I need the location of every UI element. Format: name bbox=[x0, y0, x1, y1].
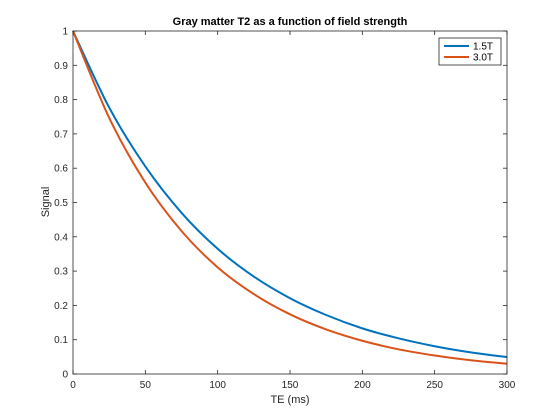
x-tick-label: 150 bbox=[282, 380, 299, 391]
y-tick-label: 1 bbox=[62, 27, 68, 38]
y-tick-label: 0.7 bbox=[54, 129, 68, 140]
plot-area bbox=[73, 31, 507, 374]
chart-title: Gray matter T2 as a function of field st… bbox=[173, 16, 408, 28]
x-tick-label: 200 bbox=[354, 380, 371, 391]
y-tick-label: 0.5 bbox=[54, 198, 68, 209]
y-tick-label: 0.9 bbox=[54, 61, 68, 72]
x-tick-label: 100 bbox=[209, 380, 226, 391]
y-tick-label: 0 bbox=[62, 370, 68, 381]
y-tick-label: 0.8 bbox=[54, 95, 68, 106]
legend-label: 3.0T bbox=[473, 53, 493, 64]
y-tick-label: 0.1 bbox=[54, 335, 68, 346]
x-tick-label: 250 bbox=[426, 380, 443, 391]
y-tick-label: 0.3 bbox=[54, 267, 68, 278]
y-tick-label: 0.4 bbox=[54, 232, 68, 243]
x-tick-label: 0 bbox=[70, 380, 76, 391]
x-axis-label: TE (ms) bbox=[270, 394, 309, 406]
y-tick-label: 0.6 bbox=[54, 164, 68, 175]
legend: 1.5T3.0T bbox=[439, 38, 501, 65]
legend-label: 1.5T bbox=[473, 42, 493, 53]
x-tick-label: 50 bbox=[140, 380, 152, 391]
y-tick-label: 0.2 bbox=[54, 301, 68, 312]
y-axis-label: Signal bbox=[40, 187, 52, 218]
x-tick-label: 300 bbox=[499, 380, 516, 391]
